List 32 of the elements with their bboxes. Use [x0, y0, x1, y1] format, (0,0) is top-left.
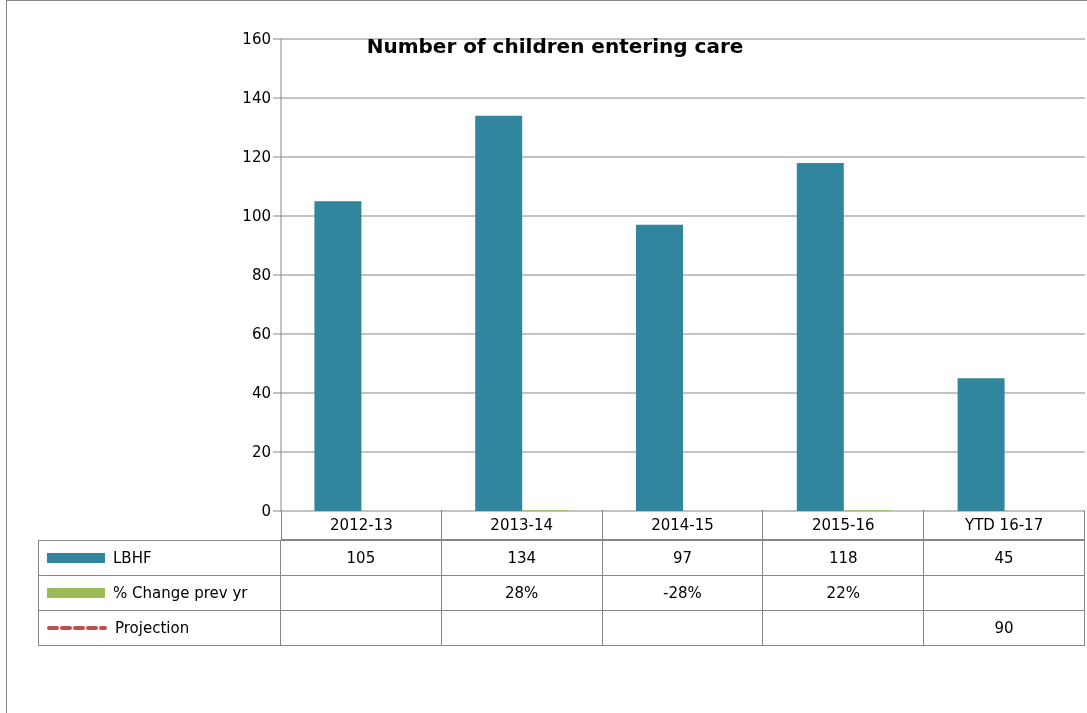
data-label: 45 — [924, 540, 1085, 576]
y-tick-label: 40 — [251, 384, 271, 403]
x-tick-label: 2012-13 — [281, 510, 442, 540]
bar — [314, 201, 362, 511]
legend-label: % Change prev yr — [113, 584, 248, 602]
data-label: 105 — [281, 540, 442, 576]
data-label: 28% — [441, 576, 603, 611]
y-tick-label: 20 — [251, 443, 271, 462]
text: 90 — [994, 619, 1014, 637]
bar — [957, 378, 1005, 511]
x-tick-label: 2014-15 — [602, 510, 764, 540]
y-tick-label: 60 — [251, 325, 271, 344]
y-tick-label: 120 — [242, 148, 271, 167]
data-label: 118 — [763, 540, 925, 576]
legend-label: Projection — [115, 619, 190, 637]
x-tick-label: YTD 16-17 — [924, 510, 1085, 540]
data-label: 97 — [602, 540, 764, 576]
y-tick-label: 80 — [251, 266, 271, 285]
x-tick-label: 2015-16 — [763, 510, 925, 540]
legend-label: LBHF — [113, 549, 152, 567]
chart-title: Number of children entering care — [365, 34, 745, 58]
data-label: 22% — [763, 576, 925, 611]
x-tick-label: 2013-14 — [441, 510, 603, 540]
bar — [475, 115, 523, 511]
bar — [636, 224, 683, 511]
y-tick-label: 140 — [242, 89, 271, 108]
y-tick-label: 0 — [261, 502, 271, 521]
y-tick-label: 100 — [242, 207, 271, 226]
y-tick-label: 160 — [242, 30, 271, 49]
bar — [796, 162, 844, 511]
text: -28% — [663, 584, 702, 602]
data-label: 134 — [441, 540, 603, 576]
